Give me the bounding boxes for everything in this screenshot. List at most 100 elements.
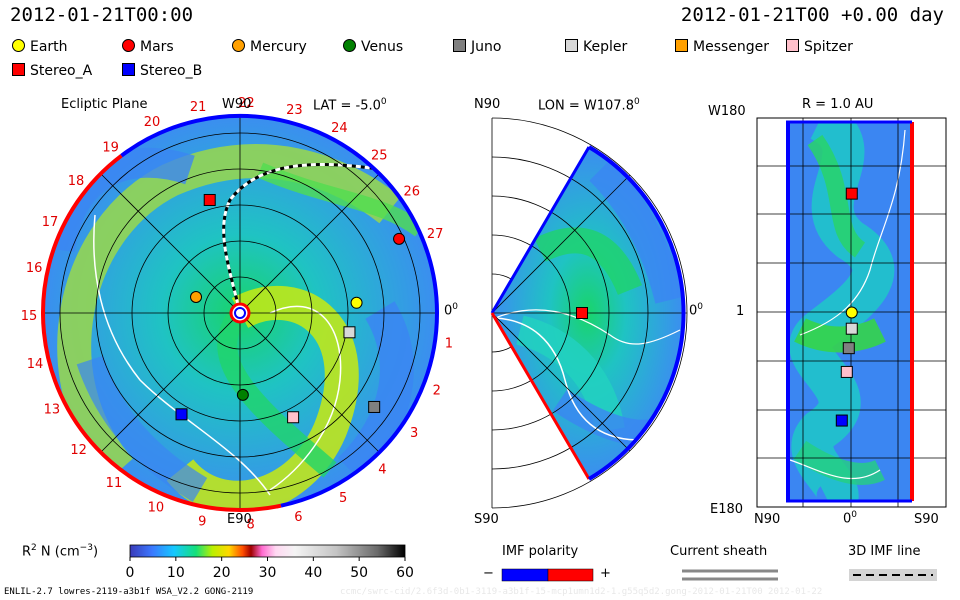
carrington-tick-1: 1 xyxy=(445,336,453,351)
footer-left: ENLIL-2.7 lowres-2119-a3b1f WSA_V2.2 GON… xyxy=(4,587,254,597)
meridional-top-label: N90 xyxy=(474,97,501,112)
imf3d-title: 3D IMF line xyxy=(848,544,921,559)
carrington-tick-6: 6 xyxy=(294,510,302,525)
imf-line-swatch xyxy=(849,569,937,581)
legend-label-stereo-b: Stereo_B xyxy=(140,63,203,79)
ecliptic-lat-sup: 0 xyxy=(380,97,387,107)
body-spitzer xyxy=(840,365,853,378)
carrington-tick-13: 13 xyxy=(44,403,61,418)
colorbar-label-rest: N (cm xyxy=(36,544,80,560)
carrington-tick-22: 22 xyxy=(238,96,255,111)
imf-plus: + xyxy=(600,566,611,581)
ecliptic-lat-label: LAT = -5.00 xyxy=(313,97,387,113)
body-earth xyxy=(350,296,363,309)
carrington-tick-21: 21 xyxy=(190,100,207,115)
colorbar xyxy=(129,544,406,558)
meridional-panel xyxy=(490,117,688,509)
body-juno xyxy=(842,342,855,355)
radial-left-edge xyxy=(786,122,790,501)
carrington-tick-18: 18 xyxy=(68,174,85,189)
legend-item-stereo-b: Stereo_B xyxy=(122,63,202,79)
carrington-tick-26: 26 xyxy=(403,184,420,199)
carrington-tick-25: 25 xyxy=(371,148,388,163)
legend-item-juno: Juno xyxy=(453,39,501,55)
radial-top-left-label: W180 xyxy=(708,104,746,119)
carrington-tick-24: 24 xyxy=(331,121,348,136)
body-stereo-b xyxy=(175,408,188,421)
legend-label-messenger: Messenger xyxy=(693,39,770,55)
carrington-tick-27: 27 xyxy=(427,227,444,242)
carrington-tick-17: 17 xyxy=(42,215,59,230)
legend-item-mars: Mars xyxy=(122,39,174,55)
current-sheath-title: Current sheath xyxy=(670,544,768,559)
radial-bottom-zero-label: 00 xyxy=(843,510,857,526)
carrington-tick-10: 10 xyxy=(148,501,165,516)
legend-item-stereo-a: Stereo_A xyxy=(12,63,92,79)
body-stereo-a xyxy=(203,193,216,206)
carrington-tick-11: 11 xyxy=(106,476,123,491)
legend-swatch-venus xyxy=(343,39,356,52)
body-stereo-a xyxy=(576,307,588,319)
legend-swatch-kepler xyxy=(565,39,578,52)
ecliptic-density-features xyxy=(45,144,425,510)
legend-item-messenger: Messenger xyxy=(675,39,769,55)
colorbar-tick-label: 60 xyxy=(396,565,414,581)
body-venus xyxy=(236,388,249,401)
body-earth xyxy=(845,306,858,319)
radial-r-label: R = 1.0 AU xyxy=(802,97,874,112)
radial-bottom-left-label: E180 xyxy=(710,502,744,517)
radial-mid-left-label: 1 xyxy=(736,304,745,319)
meridional-lon-label: LON = W107.80 xyxy=(538,97,640,113)
legend-item-spitzer: Spitzer xyxy=(786,39,853,55)
carrington-tick-5: 5 xyxy=(339,491,347,506)
ecliptic-bottom-label: E90 xyxy=(227,512,252,527)
radial-bottom-zero-sup: 0 xyxy=(851,510,858,520)
left-timestamp: 2012-01-21T00:00 xyxy=(10,4,194,26)
meridional-right-text: 0 xyxy=(689,303,698,319)
legend-swatch-earth xyxy=(12,39,25,52)
meridional-lon-text: LON = W107.8 xyxy=(538,98,634,114)
ecliptic-rim-positive xyxy=(120,114,439,508)
carrington-tick-3: 3 xyxy=(410,426,418,441)
colorbar-label-end: ) xyxy=(92,544,99,560)
legend-swatch-messenger xyxy=(675,39,688,52)
colorbar-label-sup: 2 xyxy=(31,543,37,553)
carrington-tick-20: 20 xyxy=(144,115,161,130)
imf-title: IMF polarity xyxy=(502,544,579,559)
ecliptic-rim-negative xyxy=(41,154,282,512)
carrington-tick-8: 8 xyxy=(246,518,254,533)
body-mercury xyxy=(190,290,203,303)
ecliptic-right-label: 00 xyxy=(444,302,458,318)
ecliptic-right-text: 0 xyxy=(444,303,453,319)
meridional-edge-north xyxy=(490,146,591,314)
legend-label-kepler: Kepler xyxy=(583,39,628,55)
meridional-lon-sup: 0 xyxy=(633,97,640,107)
colorbar-ticks: 0 10 20 30 40 50 60 xyxy=(126,557,414,581)
colorbar-tick-label: 20 xyxy=(213,565,231,581)
colorbar-tick-label: 30 xyxy=(259,565,277,581)
carrington-tick-2: 2 xyxy=(433,383,441,398)
legend-label-spitzer: Spitzer xyxy=(804,39,853,55)
legend-item-kepler: Kepler xyxy=(565,39,627,55)
legend-label-earth: Earth xyxy=(30,39,68,55)
legend-item-mercury: Mercury xyxy=(232,39,307,55)
meridional-bodies xyxy=(576,307,588,319)
radial-bodies xyxy=(835,187,858,427)
legend-swatch-stereo-a xyxy=(12,63,25,76)
carrington-tick-9: 9 xyxy=(198,515,206,530)
body-stereo-b xyxy=(835,414,848,427)
carrington-tick-16: 16 xyxy=(26,261,43,276)
carrington-tick-19: 19 xyxy=(102,140,119,155)
radial-right-edge xyxy=(910,122,914,501)
legend-label-venus: Venus xyxy=(361,39,404,55)
legend-item-venus: Venus xyxy=(343,39,403,55)
legend-swatch-mercury xyxy=(232,39,245,52)
radial-density-features xyxy=(789,122,906,501)
sun-core xyxy=(234,307,246,319)
meridional-right-label: 00 xyxy=(689,302,703,318)
legend-label-stereo-a: Stereo_A xyxy=(30,63,93,79)
ecliptic-right-sup: 0 xyxy=(452,302,459,312)
body-mars xyxy=(393,232,406,245)
colorbar-tick-label: 50 xyxy=(350,565,368,581)
